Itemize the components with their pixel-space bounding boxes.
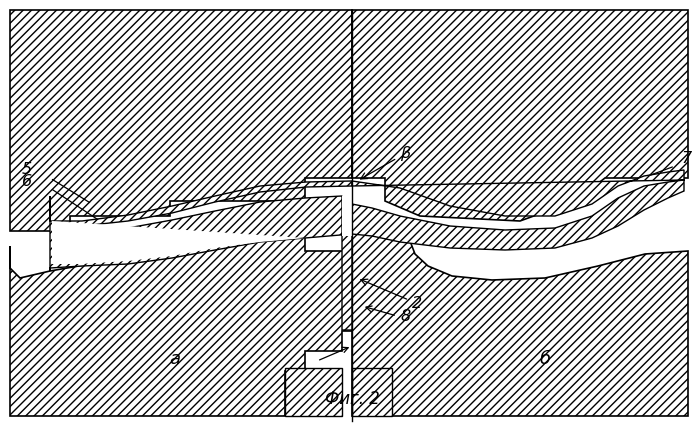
Polygon shape <box>352 170 684 250</box>
Polygon shape <box>285 368 342 416</box>
Polygon shape <box>52 196 352 264</box>
Text: β: β <box>361 146 410 179</box>
Polygon shape <box>10 10 352 231</box>
Text: 6: 6 <box>22 174 32 189</box>
Text: 7: 7 <box>682 151 692 166</box>
Polygon shape <box>352 231 688 416</box>
Text: а: а <box>169 350 180 368</box>
Polygon shape <box>50 181 352 330</box>
Text: б: б <box>540 350 551 368</box>
Polygon shape <box>352 368 392 416</box>
Text: 2: 2 <box>361 279 422 311</box>
Text: 5: 5 <box>22 162 32 177</box>
Polygon shape <box>352 10 688 221</box>
Polygon shape <box>10 234 352 416</box>
Text: Фиг. 2: Фиг. 2 <box>324 390 380 408</box>
Text: 8: 8 <box>400 309 410 324</box>
